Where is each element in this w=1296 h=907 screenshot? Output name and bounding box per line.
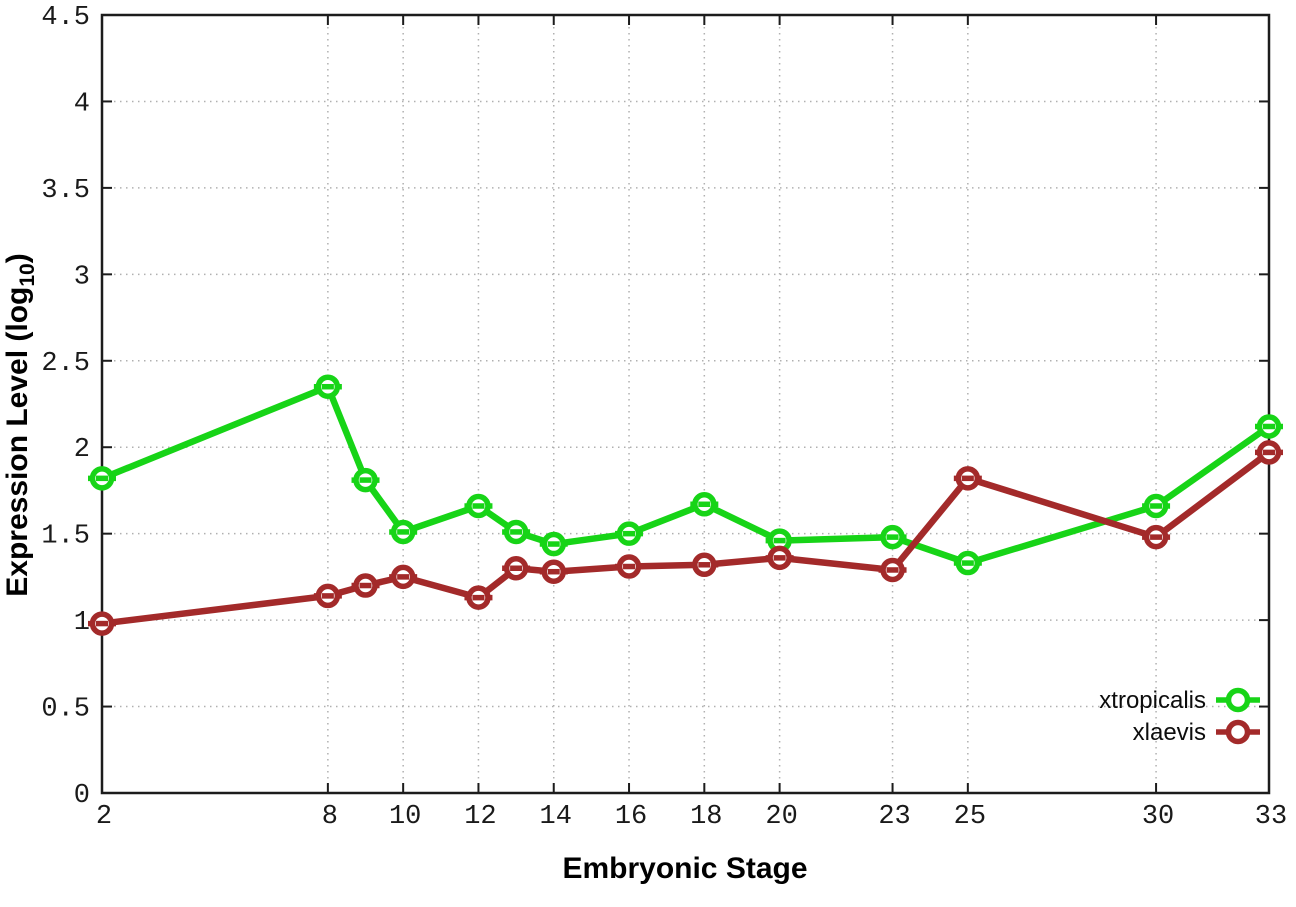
- legend-marker-xlaevis: [1225, 719, 1251, 745]
- x-tick-label: 10: [389, 802, 421, 832]
- plot-border: [100, 13, 1271, 795]
- x-axis-title: Embryonic Stage: [562, 852, 807, 885]
- x-tick-label: 18: [690, 802, 722, 832]
- y-tick-label: 3: [74, 262, 90, 292]
- x-tick-label: 8: [322, 802, 338, 832]
- y-tick-label: 2: [74, 435, 90, 465]
- x-tick-label: 30: [1142, 802, 1174, 832]
- y-tick-label: 0.5: [41, 695, 90, 725]
- y-tick-label: 4: [74, 89, 90, 119]
- legend-label-xtropicalis: xtropicalis: [1099, 687, 1206, 714]
- y-tick-label: 0: [74, 781, 90, 811]
- y-axis-title: Expression Level (log10): [1, 253, 39, 596]
- series-line-xtropicalis: [100, 383, 1271, 567]
- y-axis-title-end: ): [1, 253, 34, 263]
- x-tick-label: 23: [878, 802, 910, 832]
- x-tick-label: 14: [540, 802, 572, 832]
- y-tick-label: 4.5: [41, 3, 90, 33]
- x-tick-label: 16: [615, 802, 647, 832]
- legend-label-xlaevis: xlaevis: [1133, 719, 1206, 746]
- y-tick-label: 1.5: [41, 522, 90, 552]
- x-tick-label: 12: [464, 802, 496, 832]
- legend-marker-xtropicalis: [1225, 687, 1251, 713]
- y-axis-title-main: Expression Level (log: [1, 287, 34, 597]
- x-tick-label: 2: [96, 802, 112, 832]
- y-tick-label: 3.5: [41, 176, 90, 206]
- y-tick-label: 1: [74, 608, 90, 638]
- x-tick-label: 33: [1255, 802, 1287, 832]
- y-axis-title-subscript: 10: [16, 263, 39, 286]
- x-tick-label: 25: [954, 802, 986, 832]
- series-line-xlaevis: [101, 449, 1271, 627]
- y-tick-label: 2.5: [41, 349, 90, 379]
- x-tick-label: 20: [765, 802, 797, 832]
